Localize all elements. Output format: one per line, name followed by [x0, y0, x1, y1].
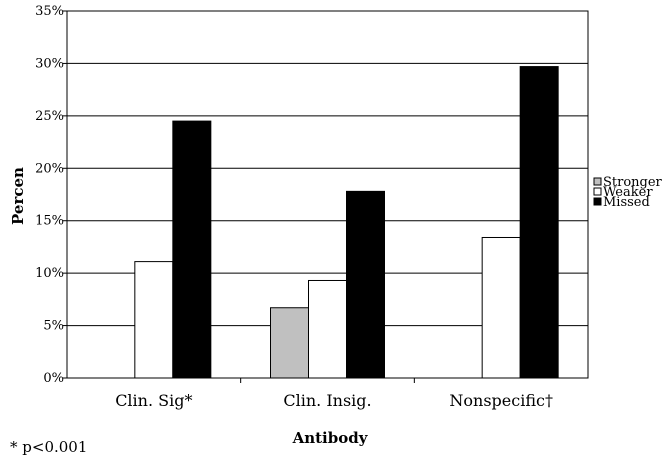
bar-stronger [270, 307, 309, 379]
legend-swatch [593, 197, 602, 206]
y-axis-title: Percen [9, 167, 27, 225]
bars [134, 66, 559, 379]
x-category-label: Clin. Insig. [283, 391, 371, 410]
legend-swatch [593, 187, 602, 196]
bar-weaker [134, 261, 174, 379]
bar-weaker [481, 236, 521, 379]
footnote: * p<0.001 [10, 438, 87, 455]
y-tick-labels: 0% 5% 10% 15% 20% 25% 30% 35% [35, 4, 67, 386]
legend-label: Missed [603, 195, 650, 210]
y-tick-label: 30% [35, 56, 64, 71]
y-tick-label: 35% [35, 4, 64, 19]
bar-weaker [308, 279, 347, 379]
bar-missed [172, 120, 212, 379]
legend-label: Stronger [603, 175, 663, 190]
y-tick-label: 15% [35, 214, 64, 229]
bar-missed [346, 190, 385, 379]
bar-missed [519, 66, 559, 379]
y-tick-label: 20% [35, 161, 64, 176]
x-axis-title: Antibody [292, 429, 369, 447]
y-tick-label: 0% [43, 371, 64, 386]
y-tick-label: 25% [35, 109, 64, 124]
axes [66, 10, 589, 379]
x-category-labels: Clin. Sig* Clin. Insig. Nonspecific† [115, 378, 553, 410]
legend-swatch [593, 177, 602, 186]
y-tick-label: 5% [43, 319, 64, 334]
plot-frame [66, 10, 589, 379]
legend-label: Weaker [603, 185, 653, 200]
x-category-label: Nonspecific† [449, 391, 553, 410]
x-category-label: Clin. Sig* [115, 391, 192, 410]
y-tick-label: 10% [35, 266, 64, 281]
